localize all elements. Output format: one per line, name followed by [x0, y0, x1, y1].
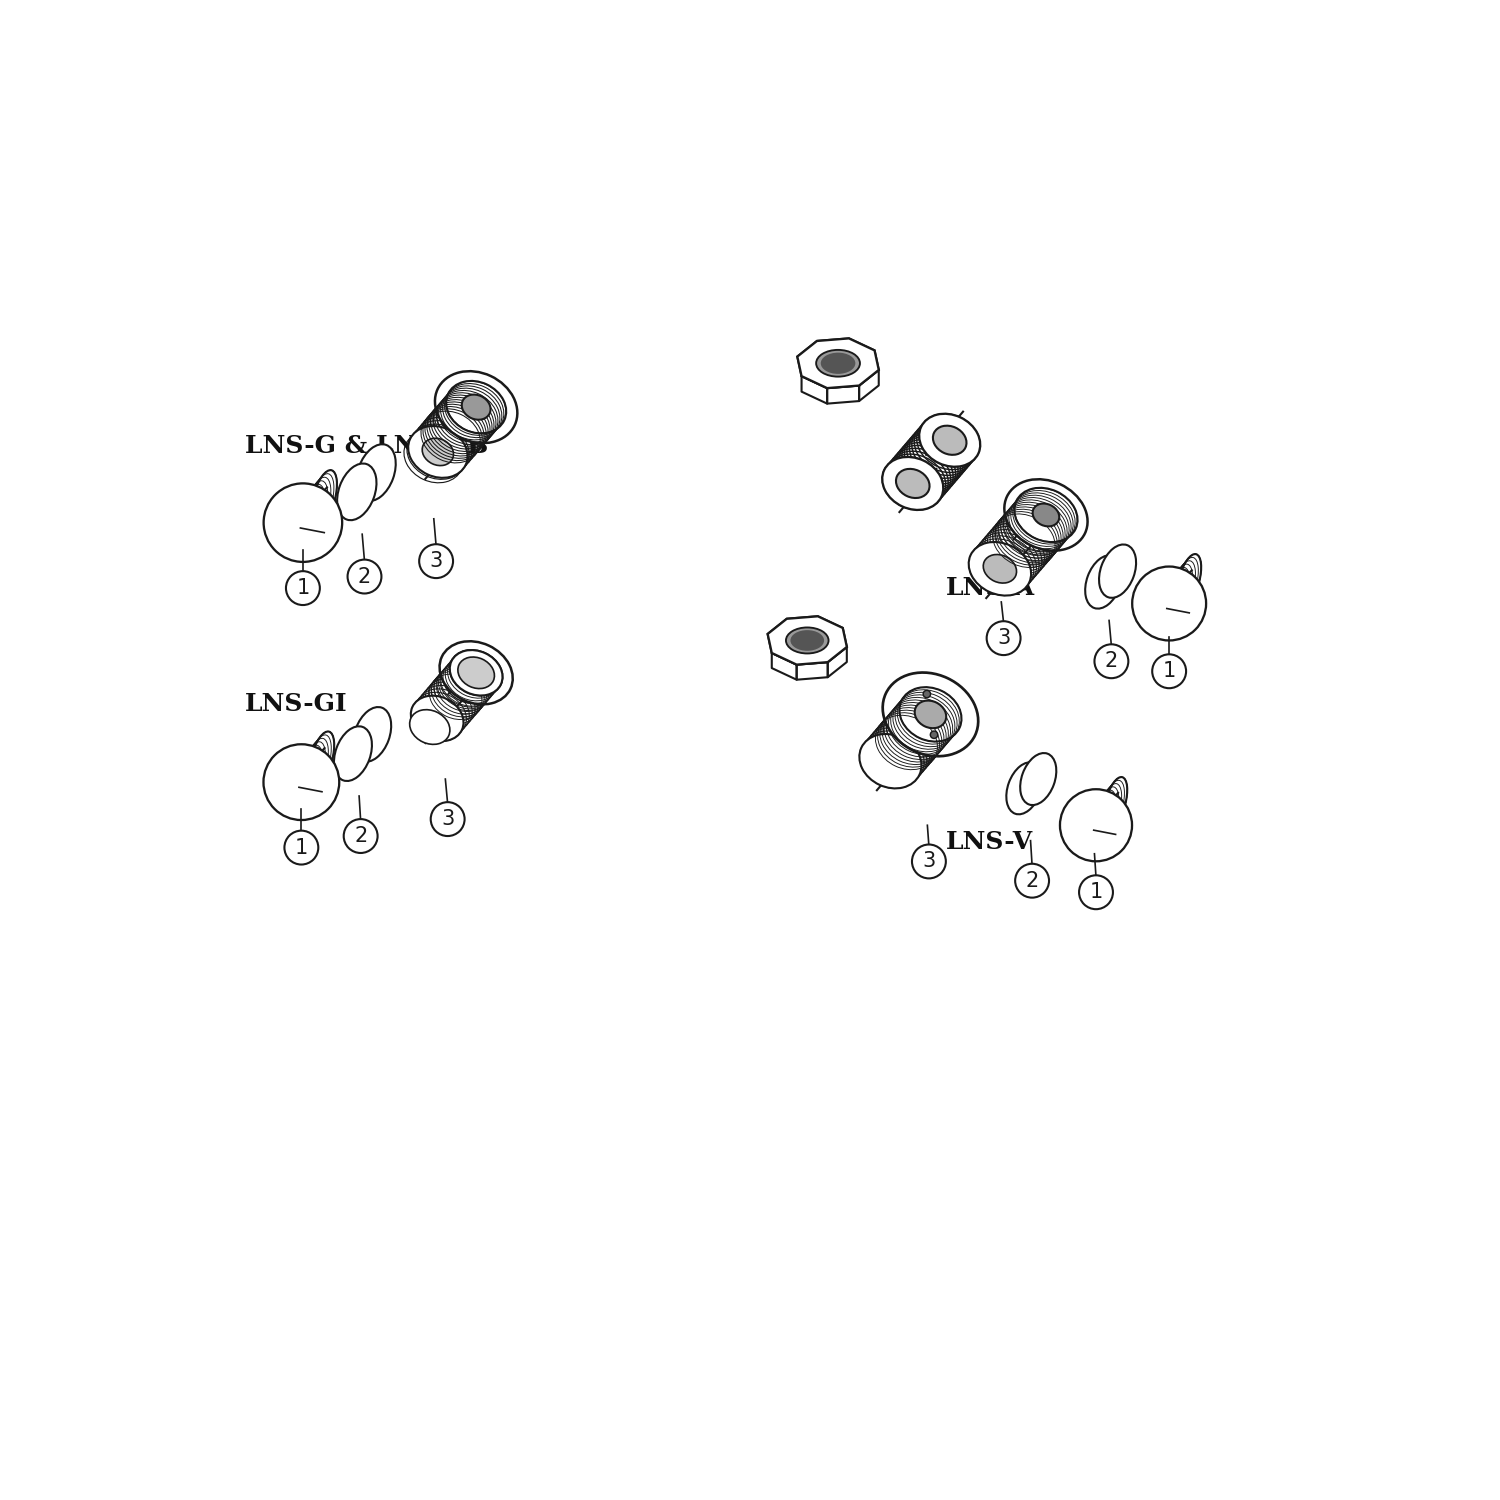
Text: 1: 1: [294, 837, 307, 858]
Circle shape: [930, 730, 938, 738]
Text: 3: 3: [441, 808, 454, 830]
Polygon shape: [828, 646, 848, 676]
Ellipse shape: [786, 627, 828, 654]
Ellipse shape: [435, 370, 517, 442]
Ellipse shape: [896, 470, 930, 498]
Text: 2: 2: [354, 827, 368, 846]
Ellipse shape: [410, 710, 450, 744]
Polygon shape: [796, 662, 828, 680]
Text: LNS-G & LNS-GB: LNS-G & LNS-GB: [244, 433, 489, 457]
Ellipse shape: [446, 381, 506, 433]
Ellipse shape: [920, 414, 980, 466]
Polygon shape: [798, 339, 879, 388]
Ellipse shape: [458, 657, 495, 688]
Circle shape: [1152, 654, 1186, 688]
Ellipse shape: [1020, 753, 1056, 806]
Polygon shape: [772, 652, 796, 680]
Ellipse shape: [1178, 554, 1202, 606]
Ellipse shape: [334, 726, 372, 782]
Ellipse shape: [933, 426, 966, 454]
Circle shape: [285, 831, 318, 864]
Ellipse shape: [1005, 478, 1088, 550]
Circle shape: [1132, 567, 1206, 640]
Polygon shape: [768, 616, 847, 664]
Text: LNS-GI: LNS-GI: [244, 692, 348, 715]
Ellipse shape: [462, 394, 490, 420]
Circle shape: [419, 544, 453, 578]
Ellipse shape: [352, 706, 392, 762]
Text: 3: 3: [922, 852, 936, 871]
Circle shape: [264, 483, 342, 562]
Text: 2: 2: [358, 567, 370, 586]
Ellipse shape: [450, 650, 503, 696]
Ellipse shape: [882, 672, 978, 756]
Polygon shape: [827, 386, 860, 404]
Ellipse shape: [1104, 777, 1126, 828]
Ellipse shape: [859, 734, 921, 789]
Ellipse shape: [821, 352, 855, 374]
Circle shape: [922, 690, 930, 698]
Text: 3: 3: [998, 628, 1010, 648]
Polygon shape: [768, 616, 847, 664]
Text: LNS-A: LNS-A: [946, 576, 1035, 600]
Circle shape: [344, 819, 378, 854]
Circle shape: [1016, 864, 1048, 897]
Ellipse shape: [1100, 544, 1136, 598]
Text: 1: 1: [1089, 882, 1102, 903]
Text: 1: 1: [297, 578, 309, 598]
Ellipse shape: [1032, 504, 1059, 526]
Ellipse shape: [1014, 488, 1077, 542]
Ellipse shape: [790, 630, 824, 651]
Polygon shape: [859, 370, 879, 400]
Circle shape: [286, 572, 320, 604]
Text: 1: 1: [1162, 662, 1176, 681]
Text: LNS-V: LNS-V: [946, 830, 1034, 854]
Circle shape: [912, 844, 946, 879]
Polygon shape: [801, 376, 826, 404]
Ellipse shape: [422, 438, 453, 465]
Ellipse shape: [915, 700, 946, 727]
Ellipse shape: [357, 444, 396, 501]
Circle shape: [1060, 789, 1132, 861]
Ellipse shape: [984, 555, 1017, 584]
Ellipse shape: [1084, 555, 1122, 609]
Circle shape: [430, 802, 465, 836]
Ellipse shape: [900, 687, 962, 741]
Ellipse shape: [408, 426, 468, 478]
Ellipse shape: [450, 650, 503, 696]
Ellipse shape: [312, 470, 338, 525]
Ellipse shape: [816, 350, 860, 376]
Text: 2: 2: [1026, 870, 1038, 891]
Circle shape: [1095, 645, 1128, 678]
Ellipse shape: [338, 464, 376, 520]
Circle shape: [1078, 876, 1113, 909]
Ellipse shape: [882, 458, 944, 510]
Circle shape: [264, 744, 339, 821]
Text: 2: 2: [1106, 651, 1118, 672]
Ellipse shape: [1007, 762, 1042, 814]
Text: 3: 3: [429, 550, 442, 572]
Circle shape: [987, 621, 1020, 656]
Ellipse shape: [411, 696, 464, 741]
Ellipse shape: [440, 642, 513, 705]
Polygon shape: [798, 339, 879, 388]
Ellipse shape: [309, 732, 334, 784]
Ellipse shape: [969, 542, 1030, 596]
Ellipse shape: [435, 370, 517, 442]
Circle shape: [348, 560, 381, 594]
